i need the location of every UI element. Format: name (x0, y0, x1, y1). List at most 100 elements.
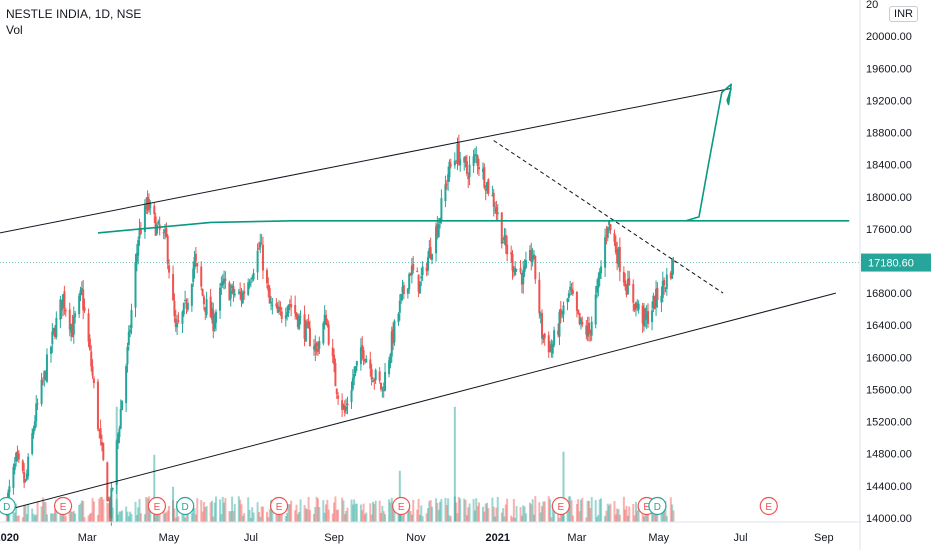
candle-body (571, 290, 574, 294)
candle-body (642, 308, 645, 327)
volume-bar (553, 509, 556, 522)
volume-bar (200, 500, 203, 522)
volume-bar (398, 470, 401, 522)
volume-bar (417, 498, 420, 522)
volume-bar (626, 515, 629, 522)
candle-body (43, 371, 46, 379)
dashed-trendline (493, 140, 724, 294)
volume-bar (265, 511, 268, 522)
candle-body (40, 379, 43, 404)
volume-bar (570, 500, 573, 522)
volume-bar (303, 504, 306, 522)
volume-bar (45, 514, 48, 522)
volume-bar (72, 510, 75, 522)
volume-bar (473, 510, 476, 522)
volume-bar (74, 513, 77, 522)
volume-bar (220, 514, 223, 522)
candle-body (298, 316, 301, 329)
volume-bar (400, 509, 403, 522)
volume-bar (35, 514, 38, 522)
volume-bar (604, 516, 607, 522)
volume-bar (24, 504, 27, 522)
volume-bar (455, 502, 458, 522)
candle-body (138, 227, 141, 239)
candle-body (520, 272, 523, 285)
volume-bar (645, 514, 648, 522)
volume-bar (380, 513, 383, 522)
earnings-event-marker (269, 496, 289, 516)
candle-body (557, 330, 560, 335)
candle-body (672, 260, 675, 263)
candle-body (64, 310, 67, 312)
volume-bar (205, 506, 208, 522)
volume-bar (125, 506, 128, 522)
candle-body (205, 299, 208, 315)
volume-bar (337, 509, 340, 522)
candle-body (400, 293, 403, 301)
candle-body (455, 162, 458, 164)
volume-bar (440, 499, 443, 522)
candle-body (486, 182, 489, 190)
volume-bar (425, 513, 428, 522)
volume-bar (98, 498, 101, 522)
volume-bar (374, 500, 377, 522)
candle-body (45, 354, 48, 382)
volume-bar (278, 510, 281, 522)
candle-body (287, 304, 290, 314)
volume-bar (628, 506, 631, 522)
volume-bar (528, 502, 531, 522)
volume-bar (448, 515, 451, 522)
volume-bar (532, 514, 535, 522)
volume-bar (268, 509, 271, 522)
currency-badge[interactable]: INR (889, 6, 918, 22)
candle-body (569, 286, 572, 291)
candle-body (130, 310, 133, 329)
candle-body (585, 325, 588, 335)
earnings-event-label: E (557, 502, 564, 513)
candle-body (270, 301, 273, 304)
candle-body (185, 303, 188, 309)
volume-bar (463, 498, 466, 522)
candle-body (27, 456, 30, 477)
candle-body (633, 303, 636, 310)
volume-bar (237, 496, 240, 522)
volume-bar (299, 499, 302, 522)
volume-bar (315, 496, 318, 522)
candle-body (32, 429, 35, 435)
volume-bar (636, 510, 639, 522)
volume-bar (318, 507, 321, 522)
volume-bar (190, 512, 193, 522)
volume-bar (249, 517, 252, 522)
candle-body (656, 287, 659, 301)
candle-body (354, 365, 357, 374)
volume-bar (622, 496, 625, 522)
candle-body (88, 338, 91, 350)
volume-bar (346, 507, 349, 522)
volume-bar (127, 516, 130, 522)
volume-bar (331, 513, 334, 522)
volume-bar (342, 500, 345, 522)
candle-body (384, 371, 387, 391)
candle-body (209, 296, 212, 318)
volume-bar (484, 503, 487, 522)
volume-bar (606, 503, 609, 522)
candle-body (428, 248, 431, 259)
candle-body (345, 406, 348, 411)
volume-bar (60, 508, 63, 522)
candle-body (190, 284, 193, 306)
candle-body (126, 346, 129, 365)
candle-body (401, 286, 404, 293)
candle-body (193, 256, 196, 270)
candle-body (647, 311, 650, 324)
volume-bar (663, 509, 666, 522)
volume-bar (435, 498, 438, 522)
volume-bar (40, 506, 43, 522)
volume-bar (290, 500, 293, 522)
x-tick-label: 2021 (486, 532, 510, 544)
volume-bar (87, 515, 90, 522)
dividend-event-marker (0, 496, 16, 516)
volume-bar (371, 501, 374, 522)
volume-bar (247, 497, 250, 522)
